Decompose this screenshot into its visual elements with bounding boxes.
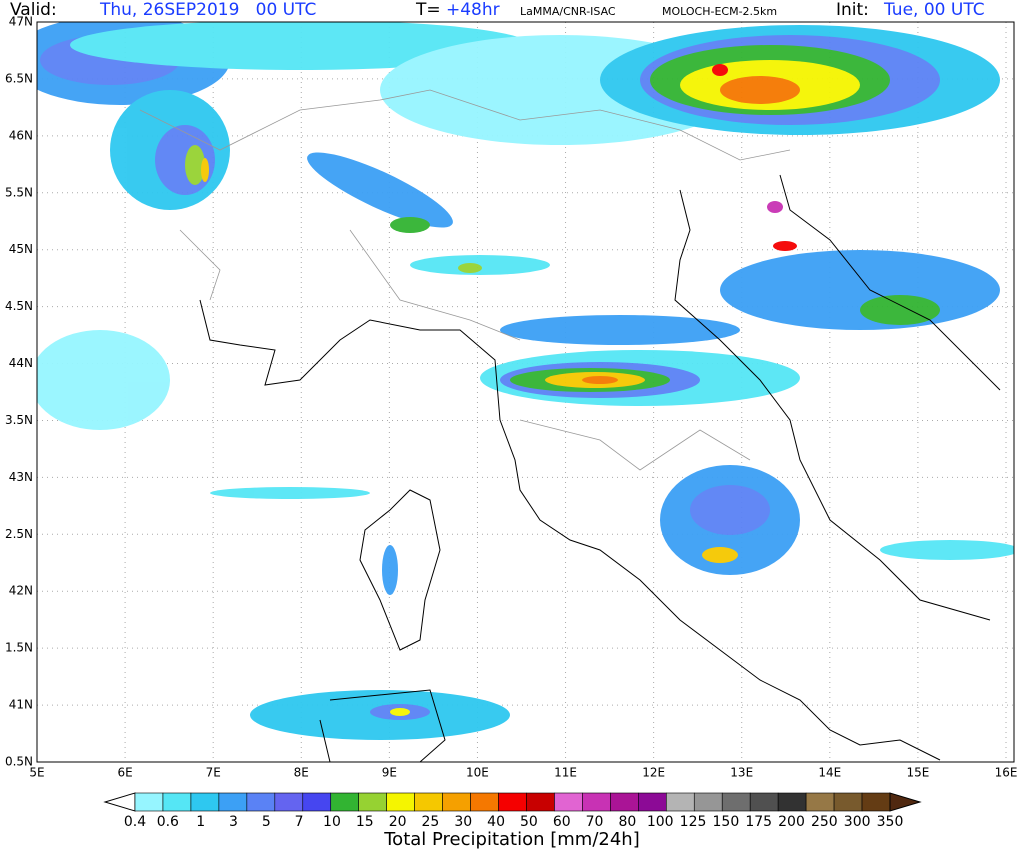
colorbar-box [246,792,276,812]
colorbar: 0.4 0.6 1 3 5 7 10 15 20 25 30 40 50 60 70 80 100 125 150 1… [103,792,922,830]
colorbar-box [638,792,667,812]
borders [139,89,791,471]
colorbar-title: Total Precipitation [mm/24h] [383,829,639,850]
lat-label: 47N [9,15,33,29]
colorbar-label: 175 [745,814,772,830]
lat-label: 5.5N [5,185,33,199]
lat-label: 42N [9,584,33,598]
colorbar-box [749,792,779,812]
colorbar-label: 3 [229,814,238,830]
colorbar-box [134,792,164,812]
colorbar-label: 70 [586,814,604,830]
lon-label: 11E [554,766,577,780]
coastlines [199,174,1001,762]
lon-label: 7E [206,766,221,780]
lon-label: 12E [642,766,665,780]
forecast-label: T= [415,0,441,20]
lat-label: 3.5N [5,413,33,427]
colorbar-box [330,792,360,812]
colorbar-label: 50 [520,814,538,830]
colorbar-box [498,792,527,812]
valid-label: Valid: [10,0,57,20]
lat-label: 2.5N [5,527,33,541]
colorbar-label: 200 [778,814,805,830]
colorbar-end [103,792,136,812]
colorbar-label: 125 [680,814,707,830]
colorbar-box [665,792,695,812]
colorbar-label: 10 [323,814,341,830]
colorbar-box [442,792,471,812]
colorbar-box [218,792,248,812]
lat-label: 6.5N [5,71,33,85]
lon-label: 9E [382,766,397,780]
colorbar-label: 150 [713,814,740,830]
map-area [37,22,1014,762]
map-frame [36,21,1015,763]
lon-label: 15E [906,766,929,780]
valid-value: Thu, 26SEP2019 00 UTC [99,0,316,20]
colorbar-box [526,792,555,812]
lat-label: 45N [9,242,33,256]
colorbar-label: 0.6 [157,814,179,830]
colorbar-box [833,792,863,812]
colorbar-box [190,792,220,812]
model: MOLOCH-ECM-2.5km [662,5,777,18]
colorbar-label: 30 [454,814,472,830]
colorbar-end [889,792,922,812]
lat-labels: 47N 6.5N 46N 5.5N 45N 4.5N 44N 3.5N 43N 2.5N 42N 1.… [5,15,33,769]
colorbar-label: 60 [553,814,571,830]
colorbar-box [610,792,639,812]
colorbar-label: 350 [877,814,904,830]
lat-label: 1.5N [5,641,33,655]
colorbar-label: 5 [262,814,271,830]
lon-label: 6E [117,766,132,780]
colorbar-box [554,792,583,812]
colorbar-label: 1 [196,814,205,830]
colorbar-box [386,792,415,812]
lat-label: 44N [9,356,33,370]
lat-label: 4.5N [5,299,33,313]
init-label: Init: [836,0,869,20]
colorbar-label: 300 [844,814,871,830]
lon-labels: 5E 6E 7E 8E 9E 10E 11E 12E 13E 14E 15E 16E [29,766,1017,780]
lat-label: 0.5N [5,755,33,769]
colorbar-box [861,792,891,812]
colorbar-label: 0.4 [124,814,146,830]
colorbar-box [358,792,387,812]
lat-label: 41N [9,698,33,712]
colorbar-label: 80 [618,814,636,830]
precipitation-field [37,22,1014,740]
colorbar-label: 250 [811,814,838,830]
lon-label: 5E [29,766,44,780]
colorbar-box [582,792,611,812]
lat-label: 43N [9,470,33,484]
colorbar-box [274,792,304,812]
colorbar-box [414,792,443,812]
forecast-value: +48hr [446,0,500,20]
lon-label: 16E [995,766,1018,780]
init-value: Tue, 00 UTC [883,0,985,20]
colorbar-label: 7 [295,814,304,830]
colorbar-label: 20 [389,814,407,830]
colorbar-box [693,792,723,812]
colorbar-label: 15 [356,814,374,830]
colorbar-box [805,792,835,812]
colorbar-label: 25 [422,814,440,830]
colorbar-label: 100 [647,814,674,830]
lon-label: 13E [730,766,753,780]
source: LaMMA/CNR-ISAC [520,5,616,18]
lat-label: 46N [9,128,33,142]
colorbar-box [721,792,751,812]
colorbar-label: 40 [487,814,505,830]
lon-label: 14E [818,766,841,780]
lon-label: 10E [466,766,489,780]
colorbar-box [162,792,192,812]
lon-label: 8E [294,766,309,780]
colorbar-box [777,792,807,812]
colorbar-box [470,792,499,812]
colorbar-box [302,792,332,812]
